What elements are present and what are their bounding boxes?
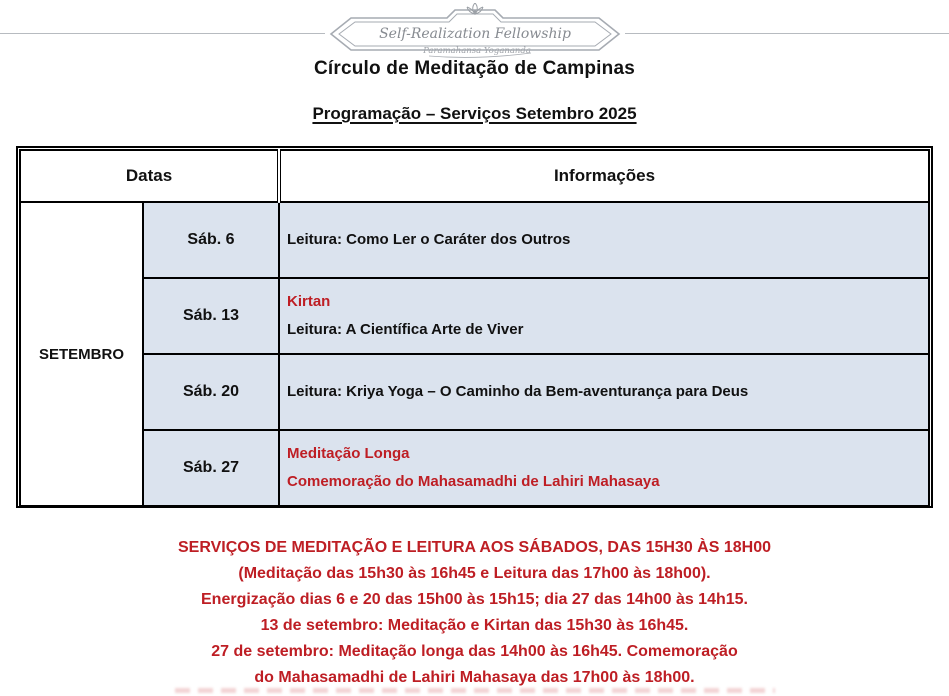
- day-cell: Sáb. 27: [142, 429, 280, 507]
- schedule-table: Datas Informações SETEMBRO Sáb. 6 Leitura:…: [19, 149, 930, 507]
- page-title: Círculo de Meditação de Campinas: [313, 58, 636, 79]
- column-header-datas: Datas: [19, 149, 280, 203]
- notes-line: Energização dias 6 e 20 das 15h00 às 15h…: [201, 591, 748, 608]
- notes-line: (Meditação das 15h30 às 16h45 e Leitura …: [238, 565, 711, 582]
- month-cell: SETEMBRO: [19, 201, 144, 507]
- logo-header: Self-Realization Fellowship Paramahansa …: [0, 0, 949, 61]
- notes-block: SERVIÇOS DE MEDITAÇÃO E LEITURA AOS SÁBA…: [0, 535, 949, 691]
- info-line: Leitura: Kriya Yoga – O Caminho da Bem-a…: [287, 383, 749, 400]
- schedule-table-wrapper: Datas Informações SETEMBRO Sáb. 6 Leitura:…: [16, 146, 933, 508]
- info-line: Kirtan: [287, 293, 331, 310]
- logo-org-name: Self-Realization Fellowship: [379, 26, 571, 42]
- info-line: Leitura: Como Ler o Caráter dos Outros: [287, 231, 571, 248]
- schedule-row: SETEMBRO Sáb. 6 Leitura: Como Ler o Caráte…: [19, 201, 930, 507]
- notes-line: 13 de setembro: Meditação e Kirtan das 1…: [260, 617, 689, 634]
- logo-signature: Paramahansa Yogananda: [422, 46, 531, 56]
- page-subtitle-text: Programação – Serviços Setembro 2025: [312, 104, 637, 123]
- info-line: Meditação Longa: [287, 445, 410, 462]
- info-line: Comemoração do Mahasamadhi de Lahiri Mah…: [287, 473, 660, 490]
- notes-line: 27 de setembro: Meditação longa das 14h0…: [211, 643, 738, 660]
- info-cell: Leitura: Como Ler o Caráter dos Outros: [278, 201, 930, 279]
- day-cell: Sáb. 20: [142, 353, 280, 431]
- schedule-row: Sáb. 27 Meditação Longa Comemoração do Mah…: [20, 429, 930, 507]
- schedule-row: Sáb. 13 Kirtan Leitura: A Científica Arte …: [20, 277, 930, 355]
- logo-frame: [329, 9, 620, 51]
- lotus-icon: [466, 3, 483, 15]
- info-cell: Leitura: Kriya Yoga – O Caminho da Bem-a…: [278, 353, 930, 431]
- day-cell: Sáb. 6: [142, 201, 280, 279]
- header-row: Datas Informações: [19, 149, 930, 203]
- notes-line: SERVIÇOS DE MEDITAÇÃO E LEITURA AOS SÁBA…: [177, 539, 771, 556]
- info-cell: Kirtan Leitura: A Científica Arte de Vive…: [278, 277, 930, 355]
- day-cell: Sáb. 13: [142, 277, 280, 355]
- info-line: Leitura: A Científica Arte de Viver: [287, 321, 524, 338]
- page-subtitle: Programação – Serviços Setembro 2025: [0, 104, 949, 124]
- info-cell: Meditação Longa Comemoração do Mahasamadh…: [278, 429, 930, 507]
- signature-flourish: [428, 52, 531, 58]
- notes-line: do Mahasamadhi de Lahiri Mahasaya das 17…: [254, 669, 695, 686]
- srf-logo: Self-Realization Fellowship Paramahansa …: [324, 3, 625, 61]
- column-header-informacoes: Informações: [277, 149, 930, 203]
- cutoff-text-remnant: [174, 688, 775, 693]
- schedule-row: Sáb. 20 Leitura: Kriya Yoga – O Caminho d…: [20, 353, 930, 431]
